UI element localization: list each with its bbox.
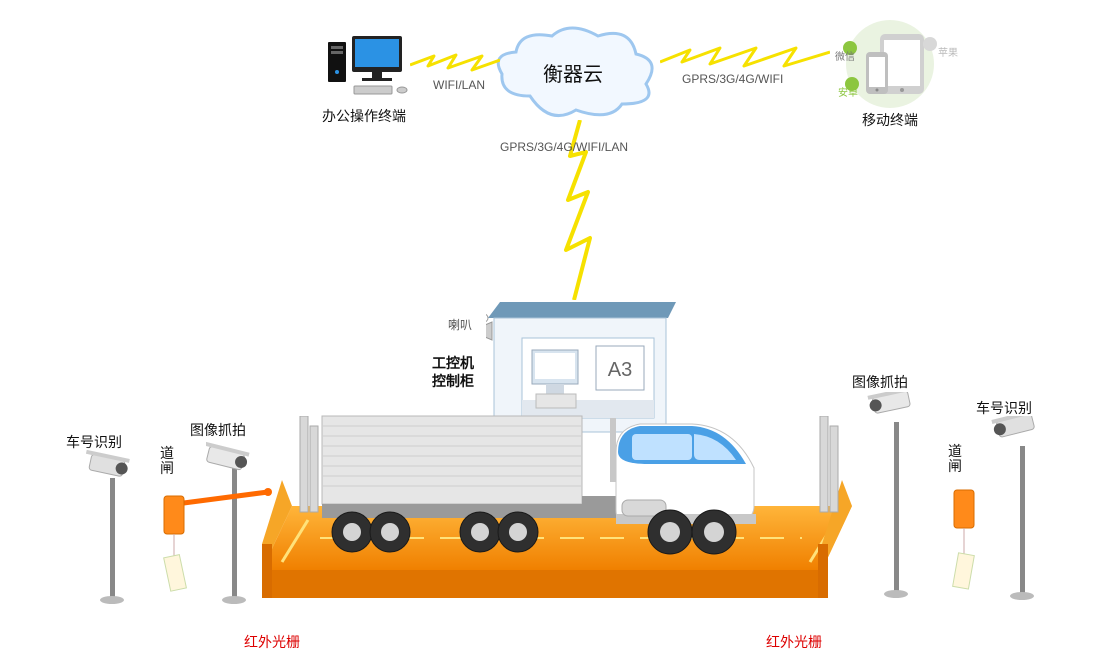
bolt-cloud-mobile-icon <box>660 44 830 74</box>
right-image-camera-label: 图像抓拍 <box>852 372 908 392</box>
mobile-terminal-label: 移动终端 <box>862 110 918 130</box>
link-label-pc-cloud: WIFI/LAN <box>433 78 485 92</box>
mobile-sublabel-apple: 苹果 <box>938 44 958 59</box>
mobile-sublabel-android: 安卓 <box>838 84 858 99</box>
right-gate <box>940 468 1000 608</box>
cloud-label: 衡器云 <box>543 58 603 87</box>
ir-left-label: 红外光栅 <box>244 632 300 652</box>
speaker-label: 喇叭 <box>448 316 472 333</box>
svg-text:A3: A3 <box>608 359 632 381</box>
bolt-pc-cloud-icon <box>410 50 500 80</box>
cabinet-label-line1: 工控机 控制柜 <box>432 355 474 389</box>
cabinet-label: 工控机 控制柜 <box>432 354 492 390</box>
pc-terminal-label: 办公操作终端 <box>322 106 406 126</box>
right-plate-camera-label: 车号识别 <box>976 398 1032 418</box>
right-gate-label: 道 闸 <box>948 444 962 475</box>
left-gate <box>158 468 278 608</box>
left-gate-label: 道 闸 <box>160 446 174 477</box>
ir-right-label: 红外光栅 <box>766 632 822 652</box>
left-image-camera-label: 图像抓拍 <box>190 420 246 440</box>
left-plate-camera-label: 车号识别 <box>66 432 122 452</box>
right-image-camera <box>864 392 924 602</box>
ir-grating-right <box>816 416 840 586</box>
truck <box>316 400 776 570</box>
pc-terminal <box>322 32 412 102</box>
left-plate-camera <box>86 448 146 608</box>
link-label-cloud-mobile: GPRS/3G/4G/WIFI <box>682 72 783 86</box>
link-label-cloud-booth: GPRS/3G/4G/WIFI/LAN <box>500 140 628 154</box>
mobile-sublabel-wechat: 微信 <box>835 48 855 63</box>
